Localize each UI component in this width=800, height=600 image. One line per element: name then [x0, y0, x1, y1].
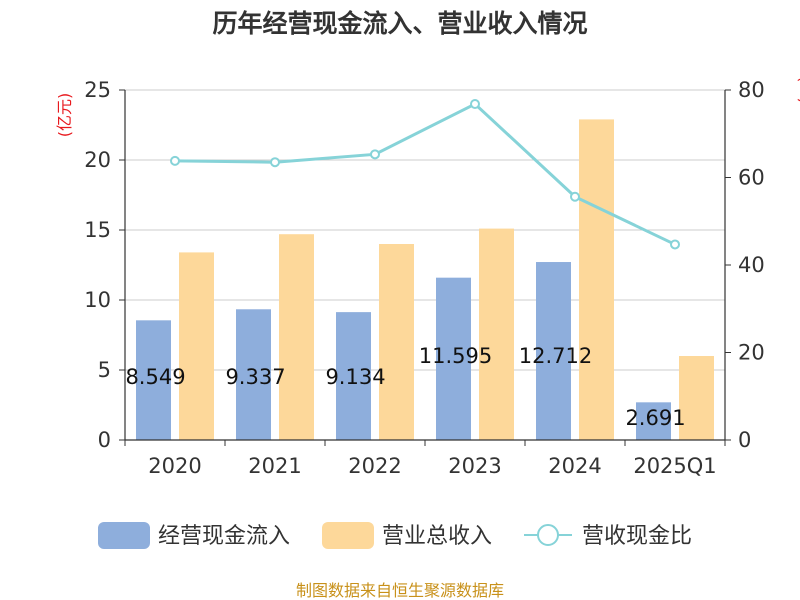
bar-revenue — [479, 228, 514, 440]
legend-swatch-revenue — [322, 522, 374, 549]
ratio-point — [670, 239, 680, 250]
bar-cash-inflow — [536, 262, 571, 440]
legend-label-revenue: 营业总收入 — [382, 524, 492, 549]
legend-label-ratio: 营收现金比 — [582, 524, 692, 549]
bar-revenue — [279, 234, 314, 440]
data-label: 11.595 — [419, 344, 492, 368]
chart-title: 历年经营现金流入、营业收入情况 — [212, 9, 587, 38]
axes: 0 5 10 15 20 25 0 20 40 60 80 2020 2021 2022 2023 2024 2… — [84, 78, 764, 478]
left-axis-label: (亿元) — [55, 93, 74, 138]
bar-revenue — [679, 356, 714, 440]
ratio-point — [470, 99, 480, 109]
ratio-point — [570, 191, 580, 202]
x-tick-label: 2024 — [548, 454, 601, 478]
left-tick-label: 0 — [98, 428, 111, 452]
source-note: 制图数据来自恒生聚源数据库 — [296, 581, 504, 600]
x-tick-label: 2022 — [348, 454, 401, 478]
right-tick-label: 0 — [738, 428, 751, 452]
data-label: 9.337 — [225, 365, 285, 389]
right-axis-label: (%) — [796, 76, 800, 104]
grid — [125, 89, 725, 441]
left-tick-label: 10 — [84, 288, 111, 312]
bar-revenue — [179, 252, 214, 440]
data-label: 2.691 — [625, 406, 685, 430]
ratio-line-path — [174, 102, 676, 246]
bar-cash-inflow — [436, 277, 471, 440]
bar-revenue — [579, 119, 614, 441]
legend-label-cash-inflow: 经营现金流入 — [158, 524, 290, 549]
ratio-point — [370, 149, 380, 160]
x-tick-label: 2021 — [248, 454, 301, 478]
bar-cash-inflow — [336, 312, 371, 440]
data-label: 9.134 — [325, 365, 385, 389]
data-label: 8.549 — [125, 365, 185, 389]
ratio-point — [270, 157, 280, 168]
legend-swatch-cash-inflow — [98, 522, 150, 549]
bar-cash-inflow — [136, 320, 171, 440]
legend-swatch-ratio-marker — [537, 524, 559, 546]
data-label: 12.712 — [519, 344, 592, 368]
x-tick-label: 2025Q1 — [633, 454, 716, 478]
left-tick-label: 25 — [84, 78, 111, 102]
right-tick-label: 20 — [738, 341, 765, 365]
ratio-line — [170, 99, 680, 250]
bars — [136, 119, 714, 441]
right-tick-label: 80 — [738, 78, 765, 102]
left-tick-label: 5 — [98, 358, 111, 382]
x-tick-label: 2023 — [448, 454, 501, 478]
right-tick-label: 40 — [738, 253, 765, 277]
bar-cash-inflow — [636, 402, 671, 440]
left-tick-label: 15 — [84, 218, 111, 242]
bar-revenue — [379, 244, 414, 440]
data-labels: 8.549 9.337 9.134 11.595 12.712 2.691 — [125, 344, 685, 430]
left-tick-label: 20 — [84, 148, 111, 172]
ratio-point — [170, 155, 180, 166]
bar-cash-inflow — [236, 309, 271, 440]
legend: 经营现金流入 营业总收入 营收现金比 — [98, 522, 692, 549]
right-tick-label: 60 — [738, 166, 765, 190]
x-tick-label: 2020 — [148, 454, 201, 478]
